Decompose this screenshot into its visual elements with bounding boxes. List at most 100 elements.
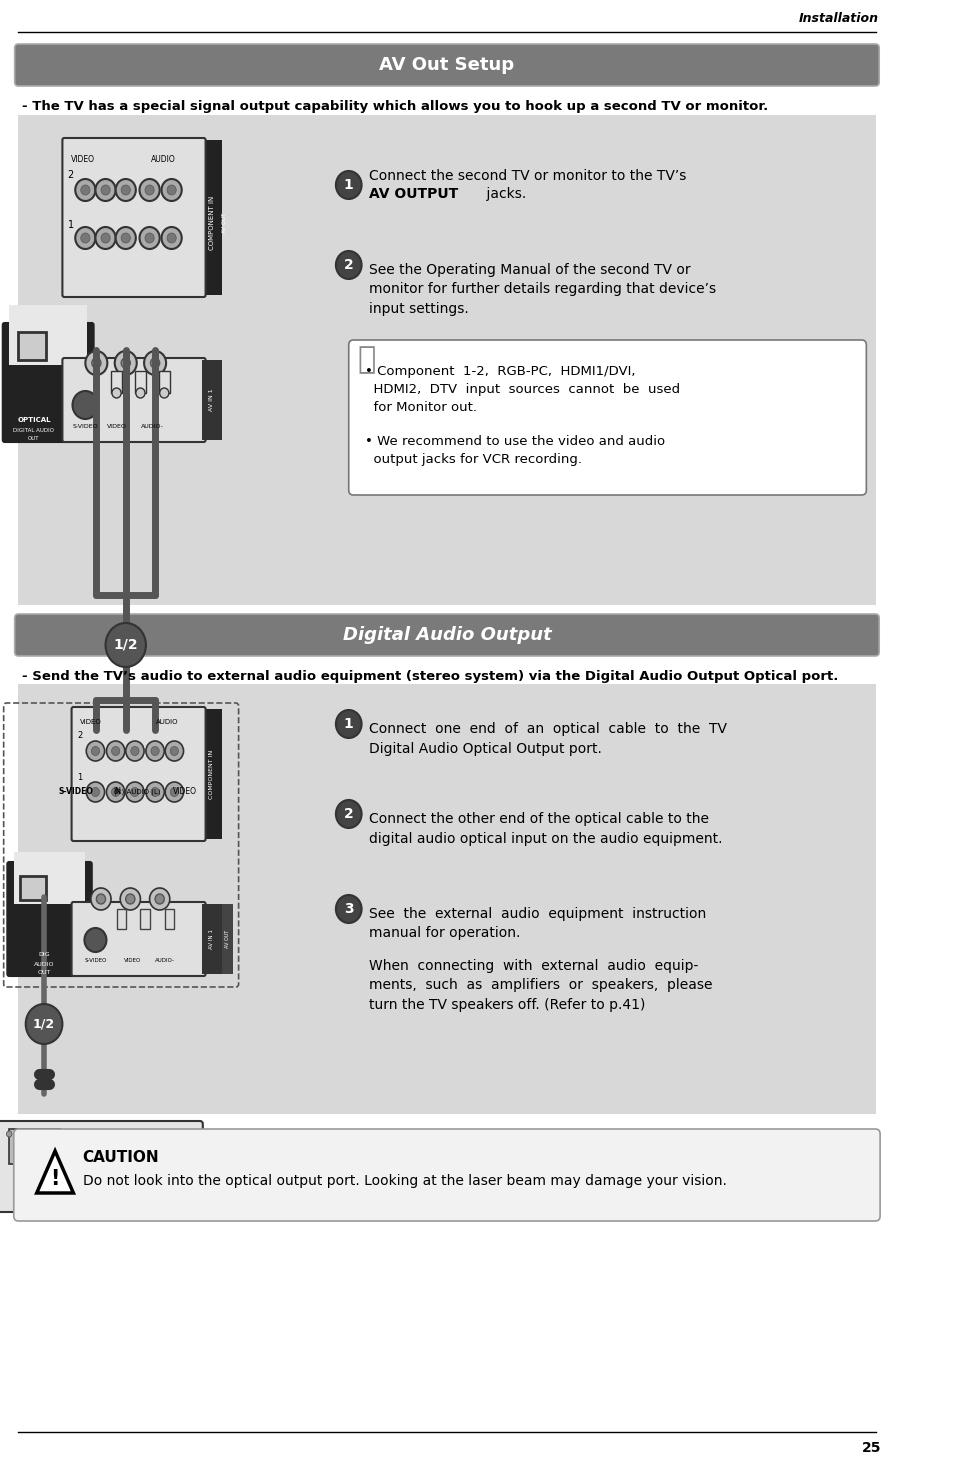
Text: Connect  one  end  of  an  optical  cable  to  the  TV
Digital Audio Optical Out: Connect one end of an optical cable to t… [369,723,727,755]
FancyBboxPatch shape [9,1129,59,1164]
Text: OPTICAL: OPTICAL [18,418,51,423]
Text: AUDIO-: AUDIO- [141,425,164,429]
Text: • We recommend to use the video and audio
  output jacks for VCR recording.: • We recommend to use the video and audi… [365,435,665,466]
Text: IN: IN [113,787,122,797]
Text: • Component  1-2,  RGB-PC,  HDMI1/DVI,
  HDMI2,  DTV  input  sources  cannot  be: • Component 1-2, RGB-PC, HDMI1/DVI, HDMI… [365,365,681,415]
Polygon shape [37,1150,73,1193]
FancyBboxPatch shape [19,331,46,361]
Circle shape [25,1004,62,1044]
FancyBboxPatch shape [0,1121,203,1212]
Bar [202,904,222,974]
Circle shape [121,234,131,242]
Bar [202,361,222,439]
Circle shape [75,180,95,201]
Text: AUDIO: AUDIO [151,156,176,165]
Circle shape [72,391,98,419]
Circle shape [92,746,99,755]
Circle shape [85,758,90,762]
Bar [111,371,122,393]
Circle shape [138,746,165,774]
Text: AV OUT: AV OUT [225,930,230,948]
Circle shape [96,1180,105,1188]
Circle shape [336,251,361,279]
Text: When  connecting  with  external  audio  equip-
ments,  such  as  amplifiers  or: When connecting with external audio equi… [369,959,712,1012]
Text: DIGITAL AUDIO: DIGITAL AUDIO [14,428,55,432]
Text: 1: 1 [77,774,83,783]
Circle shape [86,350,107,375]
Circle shape [167,185,176,196]
Text: COMPONENT IN: COMPONENT IN [209,749,214,799]
Circle shape [170,746,178,755]
Text: 1: 1 [344,178,354,193]
Circle shape [85,929,106,952]
FancyBboxPatch shape [3,323,94,442]
Circle shape [126,894,135,904]
Circle shape [172,746,199,774]
Text: 1: 1 [344,717,354,731]
Circle shape [69,1180,78,1188]
Circle shape [16,1132,21,1137]
Circle shape [180,753,191,766]
Circle shape [111,787,120,797]
Bar [202,140,222,295]
Text: jacks.: jacks. [482,187,526,201]
Circle shape [68,748,73,752]
Text: - The TV has a special signal output capability which allows you to hook up a se: - The TV has a special signal output cap… [22,99,768,112]
FancyBboxPatch shape [62,139,206,296]
Circle shape [336,800,361,828]
Circle shape [151,787,159,797]
Bar [222,904,233,974]
Text: !: ! [51,1169,59,1188]
FancyBboxPatch shape [15,44,880,86]
Circle shape [135,388,145,399]
Text: S-VIDEO: S-VIDEO [85,958,106,962]
Text: Digital Audio Output: Digital Audio Output [343,626,551,644]
Text: S-VIDEO: S-VIDEO [58,787,94,797]
Circle shape [95,226,116,250]
Circle shape [80,768,84,772]
FancyBboxPatch shape [62,358,206,442]
Circle shape [144,350,167,375]
Bar [117,910,126,929]
Circle shape [95,180,116,201]
Text: 2: 2 [344,258,354,272]
FancyBboxPatch shape [20,876,46,899]
Text: COMPONENT IN: COMPONENT IN [209,196,215,250]
Circle shape [154,1142,169,1156]
Text: 🖊: 🖊 [357,346,376,375]
Circle shape [7,1132,12,1137]
Bar [140,910,150,929]
Circle shape [115,350,136,375]
Text: VIDEO: VIDEO [71,156,94,165]
Circle shape [112,388,121,399]
Text: AUDIO: AUDIO [156,718,178,726]
Circle shape [150,888,169,910]
Text: VIDEO: VIDEO [106,425,127,429]
Text: S-VIDEO: S-VIDEO [72,425,98,429]
Circle shape [91,888,111,910]
Bar [135,371,146,393]
Bar [9,305,88,365]
Text: 1/2: 1/2 [33,1018,56,1031]
Text: OUT: OUT [28,435,40,441]
Circle shape [14,1180,23,1188]
Circle shape [146,783,165,802]
Circle shape [110,1142,125,1156]
Circle shape [68,768,73,772]
Bar [19,683,876,1114]
Text: See  the  external  audio  equipment  instruction
manual for operation.: See the external audio equipment instruc… [369,907,706,940]
Circle shape [87,783,104,802]
Circle shape [92,358,101,368]
Text: VIDEO: VIDEO [80,718,101,726]
Circle shape [336,895,361,923]
Circle shape [155,894,165,904]
Text: Do not look into the optical output port. Looking at the laser beam may damage y: Do not look into the optical output port… [83,1174,727,1188]
Circle shape [121,185,131,196]
Text: - Send the TV’s audio to external audio equipment (stereo system) via the Digita: - Send the TV’s audio to external audio … [22,670,839,683]
Circle shape [131,787,139,797]
Circle shape [101,234,110,242]
Circle shape [151,358,160,368]
Circle shape [104,746,131,774]
Text: (R) AUDIO (L): (R) AUDIO (L) [114,788,161,796]
Text: 3: 3 [344,902,354,915]
